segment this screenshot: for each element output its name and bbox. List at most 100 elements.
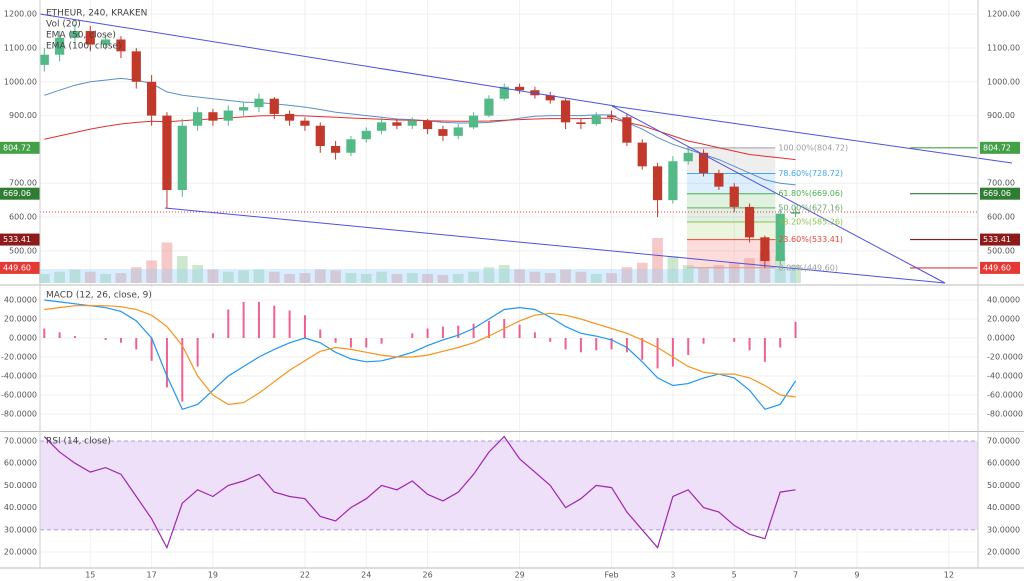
volume-bar (54, 271, 65, 283)
fib-band (687, 173, 776, 194)
candle-body (116, 39, 126, 52)
price-label-bg (0, 233, 40, 246)
candle-body (422, 120, 433, 130)
rsi-line (43, 435, 796, 550)
y-tick-label: 40.0000 (4, 503, 37, 512)
candle-body (637, 142, 647, 167)
legend-entry: EMA (100, close) (46, 42, 122, 52)
rsi-band (40, 440, 978, 530)
y-tick-label: 70.0000 (4, 436, 37, 445)
macd-histogram-bar (656, 338, 659, 369)
macd-histogram-bar (273, 305, 276, 339)
candle-body (223, 110, 233, 121)
fib-label: 38.20%(585.26) (778, 218, 843, 227)
macd-histogram-bar (794, 321, 797, 339)
candle-body (330, 146, 341, 153)
macd-line (44, 299, 797, 411)
candle-body (376, 122, 387, 131)
price-label-bg (980, 261, 1020, 274)
trend-line (611, 105, 946, 284)
y-tick-label: 20.0000 (987, 548, 1020, 557)
candle-body (729, 186, 739, 207)
y-tick-label: 1200.00 (4, 10, 37, 19)
candle-body (39, 54, 49, 65)
candle-body (668, 161, 678, 201)
volume-bar (253, 269, 265, 283)
y-tick-label: 20.0000 (987, 315, 1020, 324)
y-tick-label: 20.0000 (4, 315, 37, 324)
volume-bar (146, 260, 157, 283)
candle-body (438, 129, 448, 136)
candle-body (468, 115, 479, 128)
y-tick-label: 500.00 (9, 246, 37, 255)
y-tick-label: 30.0000 (4, 525, 37, 534)
fib-label: 61.80%(669.06) (778, 189, 843, 198)
macd-histogram-bar (303, 315, 306, 339)
y-tick-label: -20.0000 (987, 353, 1023, 362)
panel-title: RSI (14, close) (46, 437, 111, 447)
x-tick-label: 22 (300, 571, 310, 580)
candle-body (698, 152, 709, 174)
macd-histogram-bar (73, 336, 76, 339)
y-tick-label: 600.00 (987, 213, 1015, 222)
candle-body (407, 120, 417, 126)
candle-body (790, 211, 801, 214)
x-tick-label: 24 (361, 571, 371, 580)
candle-body (285, 113, 295, 121)
volume-bar (682, 265, 694, 283)
y-tick-label: -60.0000 (987, 391, 1023, 400)
y-tick-label: 40.0000 (4, 296, 37, 305)
volume-bar (161, 242, 173, 283)
volume-bar (115, 273, 127, 283)
candle-body (177, 125, 187, 190)
price-label-bg (980, 141, 1020, 154)
price-label-bg (0, 187, 40, 200)
macd-histogram-bar (380, 338, 383, 344)
candle-body (591, 115, 601, 125)
candle-body (147, 81, 157, 116)
macd-histogram-bar (43, 328, 46, 339)
macd-line (44, 305, 796, 406)
candle-body (484, 98, 494, 116)
fib-label: 0.00%(449.60) (778, 263, 838, 272)
y-tick-label: 60.0000 (987, 459, 1020, 468)
price-label: 669.06 (983, 189, 1011, 198)
macd-histogram-bar (411, 333, 414, 339)
x-tick-label: Feb (604, 571, 618, 580)
macd-histogram-bar (702, 338, 705, 344)
volume-bar (698, 267, 709, 283)
candle-body (85, 31, 95, 45)
x-tick-label: 19 (208, 571, 218, 580)
trend-lines (39, 13, 1013, 284)
volume-bar (376, 271, 387, 283)
price-label-bg (0, 141, 40, 154)
y-tick-label: 70.0000 (987, 436, 1020, 445)
candle-body (714, 173, 724, 187)
x-tick-label: 26 (422, 571, 432, 580)
macd-histogram-bar (319, 329, 322, 339)
macd-histogram-bar (595, 338, 598, 351)
x-tick-label: 7 (793, 571, 798, 580)
candle-body (239, 107, 249, 111)
volume-bar (498, 265, 510, 283)
candle-body (131, 51, 141, 82)
y-tick-label: 50.0000 (4, 481, 37, 490)
price-label: 804.72 (3, 143, 31, 152)
price-label: 804.72 (983, 143, 1011, 152)
volume-bar (391, 274, 403, 283)
y-tick-label: -60.0000 (1, 391, 37, 400)
y-tick-label: 1000.00 (4, 77, 37, 86)
candle-body (775, 213, 785, 262)
macd-histogram-bar (518, 324, 521, 339)
x-tick-label: 15 (85, 571, 95, 580)
y-tick-label: 1000.00 (987, 77, 1020, 86)
y-tick-label: 40.0000 (987, 296, 1020, 305)
volume-bar (728, 262, 740, 283)
grid (40, 0, 978, 568)
volume-bar (330, 270, 341, 283)
y-tick-label: -40.0000 (987, 372, 1023, 381)
macd-histogram-bar (779, 338, 782, 348)
candle-body (70, 31, 80, 38)
candle-body (361, 130, 371, 140)
